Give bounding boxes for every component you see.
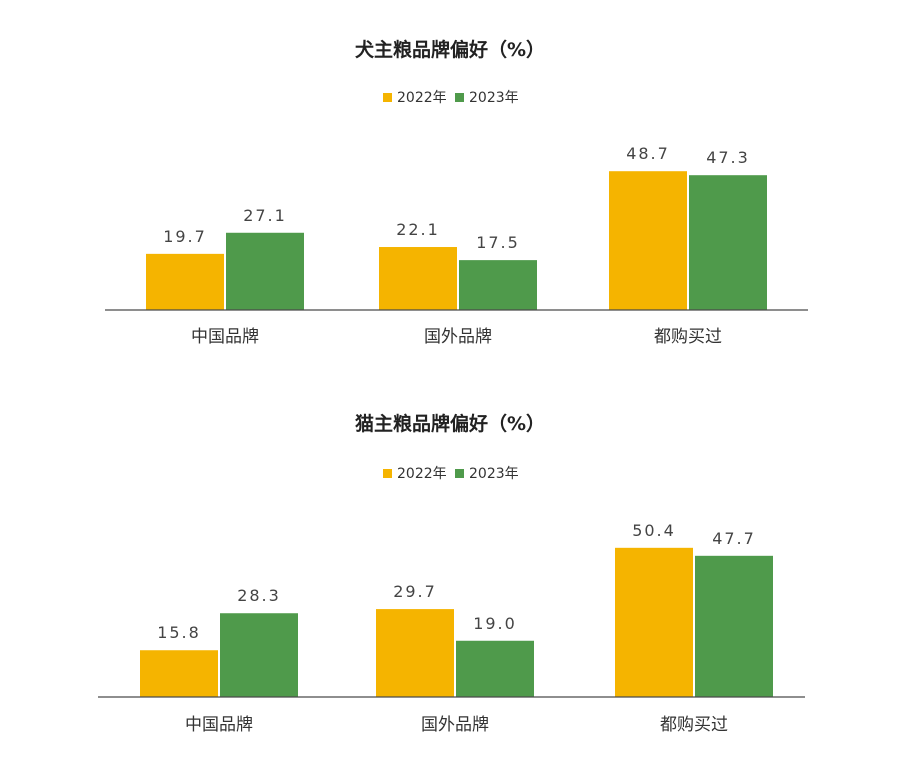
bar-2022 <box>146 253 224 310</box>
legend-swatch-0 <box>383 469 392 478</box>
chart-title: 猫主粮品牌偏好（%） <box>355 412 545 435</box>
bar-2023 <box>459 260 537 310</box>
data-label: 17.5 <box>476 233 520 252</box>
data-label: 47.7 <box>712 529 756 548</box>
legend-swatch-0 <box>383 93 392 102</box>
bar-2022 <box>609 171 687 310</box>
bar-2023 <box>695 555 773 697</box>
legend-entry: 2023年 <box>469 466 519 482</box>
bar-2022 <box>140 650 218 697</box>
category-label: 都购买过 <box>654 327 722 347</box>
data-label: 19.7 <box>163 227 207 246</box>
legend-entry: 2023年 <box>469 90 519 106</box>
data-label: 28.3 <box>237 586 281 605</box>
bar-2022 <box>615 547 693 697</box>
bar-2023 <box>689 175 767 310</box>
category-label: 国外品牌 <box>424 327 492 347</box>
bar-2023 <box>220 613 298 697</box>
data-label: 22.1 <box>396 220 440 239</box>
category-label: 中国品牌 <box>185 715 253 735</box>
category-label: 中国品牌 <box>191 327 259 347</box>
bar-2023 <box>456 640 534 697</box>
legend-entry: 2022年 <box>397 466 447 482</box>
bar-2023 <box>226 232 304 310</box>
data-label: 50.4 <box>632 521 676 540</box>
bar-2022 <box>376 609 454 697</box>
category-label: 都购买过 <box>660 715 728 735</box>
bar-2022 <box>379 247 457 310</box>
legend-entry: 2022年 <box>397 90 447 106</box>
legend-swatch-1 <box>455 93 464 102</box>
data-label: 27.1 <box>243 206 287 225</box>
legend-swatch-1 <box>455 469 464 478</box>
data-label: 19.0 <box>473 614 517 633</box>
data-label: 29.7 <box>393 582 437 601</box>
chart-title: 犬主粮品牌偏好（%） <box>355 38 545 61</box>
category-label: 国外品牌 <box>421 715 489 735</box>
data-label: 47.3 <box>706 148 750 167</box>
data-label: 15.8 <box>157 623 201 642</box>
data-label: 48.7 <box>626 144 670 163</box>
